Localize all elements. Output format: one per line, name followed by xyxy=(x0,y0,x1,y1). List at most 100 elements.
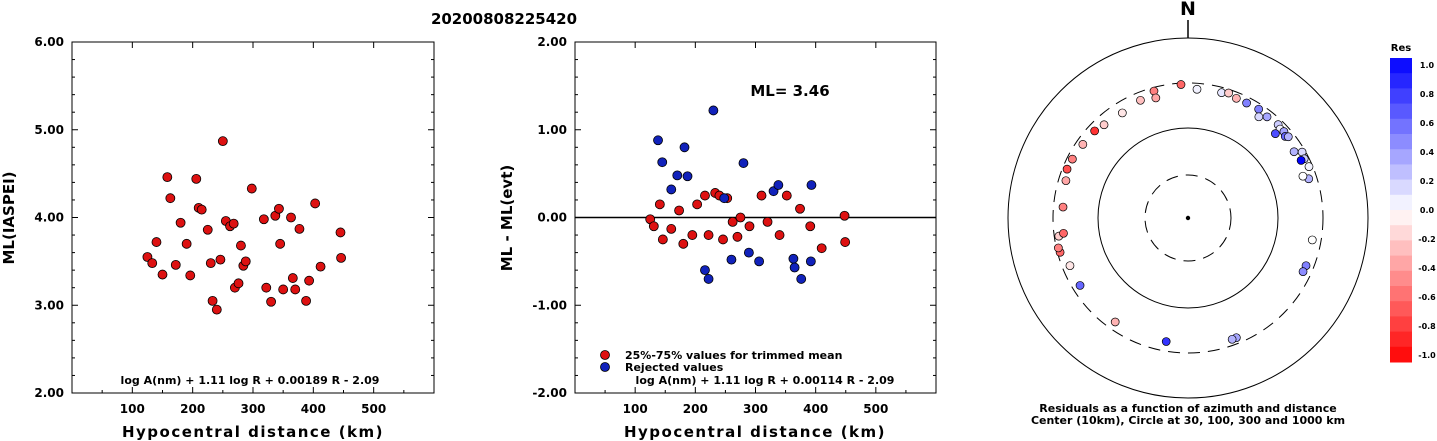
data-point xyxy=(756,190,767,201)
data-point xyxy=(692,199,703,210)
data-points xyxy=(142,136,346,315)
formula-label: log A(nm) + 1.11 log R + 0.00189 R - 2.0… xyxy=(121,374,380,387)
data-point xyxy=(648,221,659,232)
data-point xyxy=(246,183,257,194)
caption-line-1: Residuals as a function of azimuth and d… xyxy=(1039,402,1336,415)
y-tick-label: 2.00 xyxy=(537,35,567,49)
data-point xyxy=(207,295,218,306)
data-point xyxy=(275,238,286,249)
data-point xyxy=(286,212,296,223)
station-marker xyxy=(1065,261,1075,271)
data-point xyxy=(732,231,743,242)
colorbar-cell xyxy=(1390,73,1412,89)
colorbar-cell xyxy=(1390,270,1412,287)
data-point xyxy=(196,204,207,215)
plot-frame xyxy=(71,41,435,394)
data-point xyxy=(805,221,816,232)
x-axis-label: Hypocentral distance (km) xyxy=(624,423,886,441)
legend-label-rejected: Rejected values xyxy=(625,361,724,374)
panel-azimuth-residuals: N Residuals as a function of azimuth and… xyxy=(1007,0,1369,427)
y-tick-label: 3.00 xyxy=(34,298,64,312)
data-point xyxy=(805,256,816,267)
data-point xyxy=(165,193,176,204)
data-point xyxy=(708,105,719,116)
station-marker xyxy=(1136,95,1145,105)
x-tick-label: 100 xyxy=(623,402,648,416)
data-point xyxy=(773,180,784,190)
axis-ticks: 100 200 300 400 500 2.00 3.00 4.00 5.00 6.00 xyxy=(34,35,434,416)
y-tick-label: -2.00 xyxy=(532,386,567,400)
data-point xyxy=(657,157,668,168)
data-point xyxy=(240,256,251,267)
data-point xyxy=(762,216,773,227)
data-point xyxy=(315,261,326,272)
colorbar-cell xyxy=(1390,179,1412,196)
colorbar-cell xyxy=(1390,88,1412,105)
legend-marker-trimmed xyxy=(600,350,610,360)
data-point xyxy=(304,275,315,286)
colorbar-cell xyxy=(1390,118,1412,135)
data-point xyxy=(191,173,202,184)
colorbar-cell xyxy=(1390,194,1412,211)
station-marker xyxy=(1227,334,1237,344)
x-tick-label: 100 xyxy=(120,402,145,416)
colorbar-cell xyxy=(1390,210,1412,226)
legend: 25%-75% values for trimmed mean Rejected… xyxy=(600,349,842,374)
colorbar-cell xyxy=(1390,240,1412,257)
legend-label-trimmed: 25%-75% values for trimmed mean xyxy=(625,349,842,362)
data-point xyxy=(672,170,683,181)
y-tick-label: 2.00 xyxy=(34,386,64,400)
data-point xyxy=(290,284,301,295)
figure-title: 20200808225420 xyxy=(431,10,577,28)
station-marker xyxy=(1242,98,1251,108)
data-point xyxy=(754,256,765,267)
data-point xyxy=(795,203,805,214)
colorbar-cell xyxy=(1390,58,1412,74)
center-marker xyxy=(1185,215,1191,221)
station-marker xyxy=(1254,112,1264,122)
caption-line-2: Center (10km), Circle at 30, 100, 300 an… xyxy=(1031,414,1345,427)
data-point xyxy=(336,252,346,263)
ring-100km xyxy=(1097,127,1279,309)
data-point xyxy=(162,172,173,183)
station-marker xyxy=(1296,156,1306,165)
station-marker xyxy=(1058,202,1068,212)
colorbar-cell xyxy=(1390,255,1412,272)
y-tick-label: 4.00 xyxy=(34,211,64,225)
x-tick-label: 200 xyxy=(683,402,708,416)
formula-label: log A(nm) + 1.11 log R + 0.00114 R - 2.0… xyxy=(636,374,895,387)
colorbar-cell xyxy=(1390,134,1412,150)
data-point xyxy=(743,247,754,258)
data-point xyxy=(679,142,690,153)
ml-annotation: ML= 3.46 xyxy=(750,82,829,100)
x-tick-label: 300 xyxy=(743,402,768,416)
data-point xyxy=(654,199,665,210)
data-point xyxy=(666,184,677,195)
station-markers xyxy=(1054,80,1317,346)
x-tick-label: 300 xyxy=(240,402,265,416)
station-marker xyxy=(1110,317,1120,327)
y-tick-label: 5.00 xyxy=(34,123,64,137)
colorbar-cells xyxy=(1390,58,1412,363)
colorbar-tick-label: 0.2 xyxy=(1420,177,1434,186)
north-label: N xyxy=(1180,0,1196,20)
colorbar-tick-label: 0.8 xyxy=(1420,90,1435,99)
data-point xyxy=(700,190,710,201)
x-tick-label: 500 xyxy=(361,402,386,416)
data-point xyxy=(157,269,168,280)
data-point xyxy=(687,230,698,240)
colorbar-tick-label: 0.4 xyxy=(1420,148,1435,157)
data-point xyxy=(202,224,213,235)
colorbar-tick-label: -0.4 xyxy=(1418,264,1436,273)
data-point xyxy=(217,136,228,147)
data-point xyxy=(718,234,728,245)
colorbar-tick-label: 1.0 xyxy=(1420,61,1435,70)
station-marker xyxy=(1075,281,1085,290)
data-points xyxy=(645,105,851,284)
colorbar-tick-label: -1.0 xyxy=(1418,351,1436,360)
colorbar-tick-label: 0.0 xyxy=(1420,206,1435,215)
data-point xyxy=(703,274,714,284)
station-marker xyxy=(1078,140,1088,149)
y-tick-label: 1.00 xyxy=(537,123,567,137)
